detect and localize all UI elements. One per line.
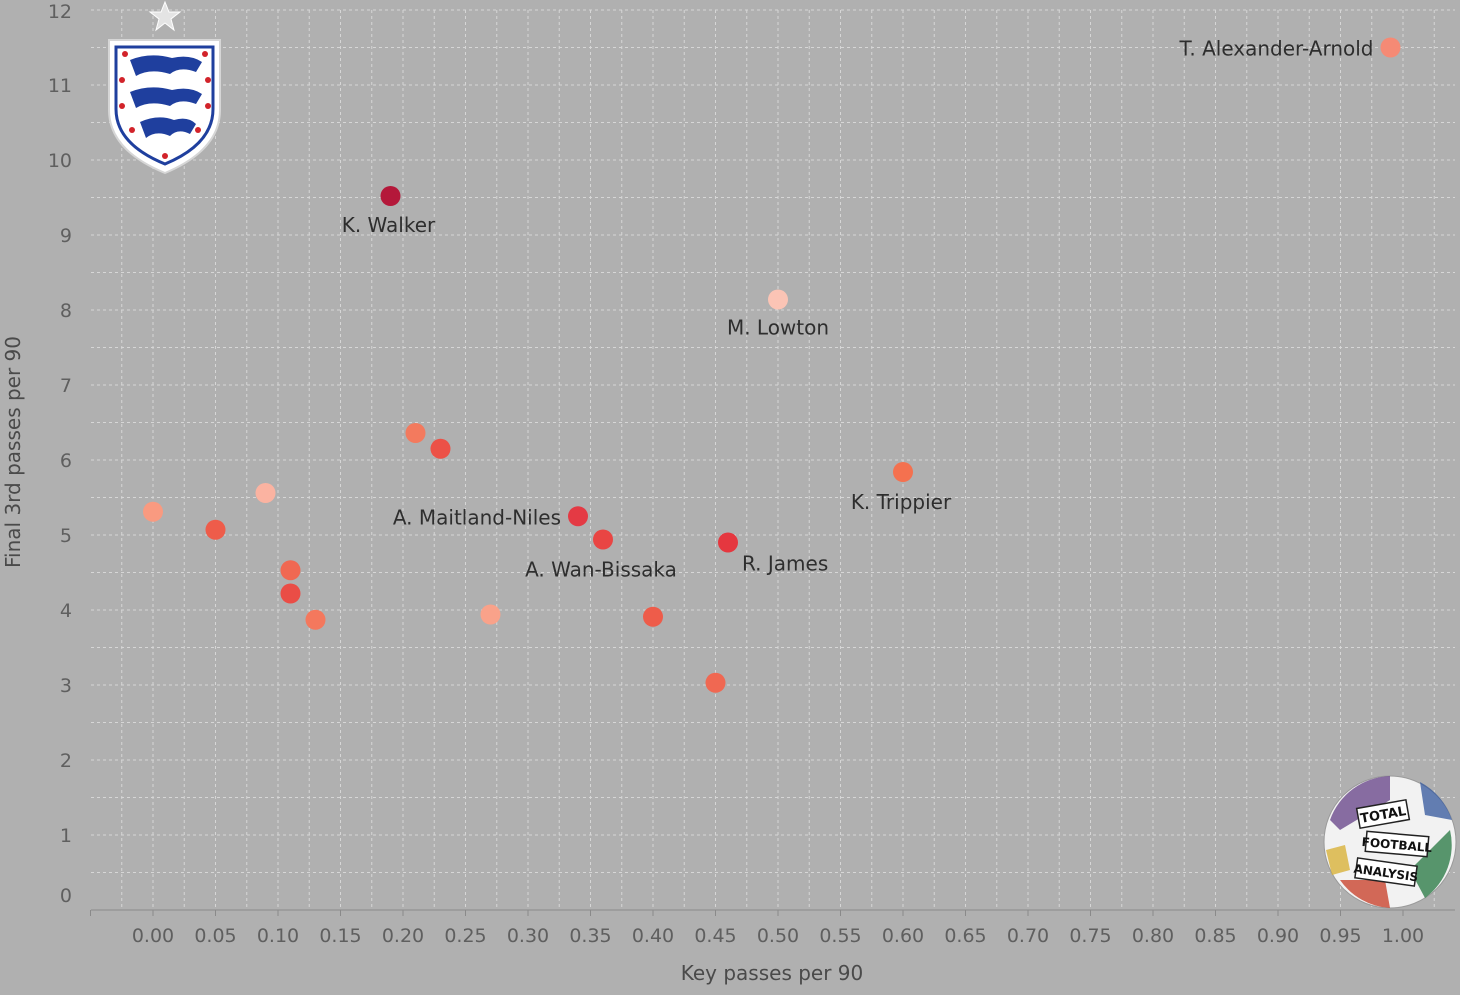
point-label: K. Walker [342,213,436,237]
x-tick-label: 0.30 [507,925,549,947]
point-label: A. Wan-Bissaka [525,558,677,582]
data-point [1380,37,1401,58]
x-tick-label: 0.80 [1132,925,1174,947]
point-labels: T. Alexander-Arnold K. Walker M. Lowton K. … [342,37,1374,582]
point-label: A. Maitland-Niles [393,505,561,529]
y-tick-label: 12 [48,1,72,23]
x-tick-labels: 0.00 0.05 0.10 0.15 0.20 0.25 0.30 0.35 0.40 0.45… [132,925,1424,947]
x-tick-label: 0.05 [194,925,236,947]
x-tick-label: 0.40 [632,925,674,947]
y-tick-label: 1 [60,825,72,847]
data-point [430,438,451,459]
y-tick-label: 8 [60,300,72,322]
x-tick-label: 0.95 [1319,925,1361,947]
y-tick-label: 6 [60,450,72,472]
total-football-analysis-logo: TOTAL FOOTBALL ANALYSIS [1323,775,1457,909]
x-tick-label: 0.15 [319,925,361,947]
x-tick-label: 0.55 [819,925,861,947]
point-label: T. Alexander-Arnold [1179,37,1374,61]
point-label: K. Trippier [851,490,952,514]
x-tick-label: 0.50 [757,925,799,947]
point-label: R. James [742,552,828,576]
y-tick-label: 4 [60,600,72,622]
star-icon [148,0,182,32]
data-point [305,609,326,630]
y-tick-label: 2 [60,750,72,772]
gridlines [91,9,1455,910]
x-tick-label: 0.70 [1007,925,1049,947]
data-point [480,604,501,625]
x-tick-label: 0.85 [1194,925,1236,947]
x-tick-label: 0.75 [1069,925,1111,947]
y-tick-label: 10 [48,150,72,172]
x-tick-label: 0.35 [569,925,611,947]
y-tick-label: 3 [60,675,72,697]
roses-icon [119,51,211,159]
x-tick-label: 0.10 [257,925,299,947]
data-point [718,532,738,553]
x-tick-label: 0.90 [1257,925,1299,947]
data-point [380,186,401,206]
data-point [568,506,588,527]
data-point [280,583,301,604]
data-point [705,672,726,693]
y-axis-title: Final 3rd passes per 90 [1,336,25,568]
x-tick-label: 0.45 [694,925,736,947]
data-point [143,501,163,522]
crest-shield-inner [114,45,215,166]
lions-icon [130,55,202,138]
data-point [593,529,613,550]
x-tick-label: 0.25 [444,925,486,947]
logo-word-football: FOOTBALL [1361,835,1433,855]
x-axis-title: Key passes per 90 [681,961,864,985]
data-point [280,560,301,581]
point-label: M. Lowton [727,316,829,340]
y-tick-label: 11 [48,75,72,97]
x-tick-label: 1.00 [1382,925,1424,947]
y-tick-label: 7 [60,375,72,397]
data-point [768,289,788,310]
data-point [643,606,663,627]
y-tick-label: 0 [60,885,72,907]
x-tick-label: 0.20 [382,925,424,947]
axes [90,909,1455,916]
england-crest-logo [108,0,221,175]
x-tick-label: 0.60 [882,925,924,947]
x-tick-label: 0.00 [132,925,174,947]
data-point [205,519,226,540]
data-point [255,483,276,503]
data-point [405,423,426,443]
x-tick-label: 0.65 [944,925,986,947]
data-point [893,462,913,482]
y-tick-label: 5 [60,525,72,547]
y-tick-label: 9 [60,225,72,247]
data-points [143,37,1401,693]
